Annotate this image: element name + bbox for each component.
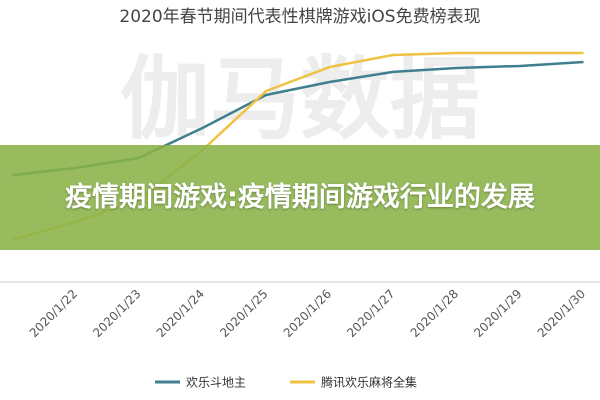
x-tick-label: 2020/1/22 <box>27 287 80 340</box>
x-tick-label: 2020/1/27 <box>344 287 397 340</box>
x-tick-label: 2020/1/24 <box>154 287 207 340</box>
x-tick-label: 2020/1/29 <box>471 287 524 340</box>
x-tick-label: 2020/1/25 <box>217 287 270 340</box>
legend-label: 腾讯欢乐麻将全集 <box>321 375 417 390</box>
chart-title: 2020年春节期间代表性棋牌游戏iOS免费榜表现 <box>119 7 480 27</box>
watermark: 伽马数据 <box>120 47 480 152</box>
banner-text: 疫情期间游戏:疫情期间游戏行业的发展 <box>65 181 535 213</box>
x-tick-label: 2020/1/26 <box>281 287 334 340</box>
banner: 疫情期间游戏:疫情期间游戏行业的发展 <box>0 145 600 250</box>
x-tick-label: 2020/1/23 <box>90 287 143 340</box>
x-tick-label: 2020/1/28 <box>408 287 461 340</box>
x-tick-label: 2020/1/30 <box>535 287 588 340</box>
legend-label: 欢乐斗地主 <box>186 375 246 390</box>
